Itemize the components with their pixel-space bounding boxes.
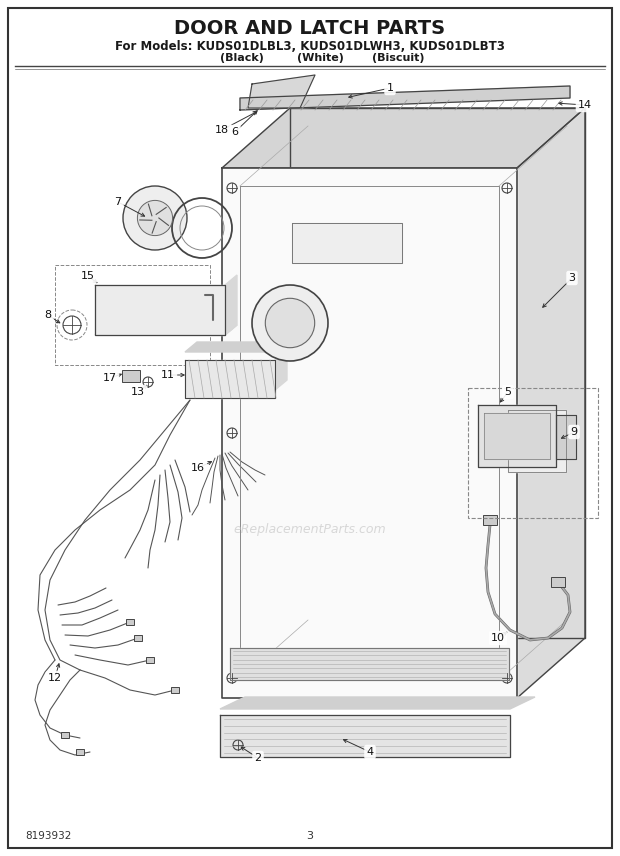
Text: 8193932: 8193932 [25,831,71,841]
Circle shape [138,200,172,235]
Circle shape [123,186,187,250]
Polygon shape [185,342,287,352]
Polygon shape [95,325,237,335]
Polygon shape [240,86,570,110]
Bar [55,265,210,365]
Text: 1: 1 [386,83,394,93]
Text: 18: 18 [215,125,229,135]
Polygon shape [95,285,225,335]
Polygon shape [222,168,517,698]
Text: (Black): (Black) [220,53,264,63]
Text: 6: 6 [231,127,239,137]
Text: For Models: KUDS01DLBL3, KUDS01DLWH3, KUDS01DLBT3: For Models: KUDS01DLBL3, KUDS01DLWH3, KU… [115,39,505,52]
Polygon shape [225,275,237,335]
Text: 3: 3 [569,273,575,283]
Circle shape [252,285,328,361]
Text: eReplacementParts.com: eReplacementParts.com [234,524,386,537]
Polygon shape [248,75,315,108]
Circle shape [265,298,315,348]
Text: 10: 10 [491,633,505,643]
Polygon shape [517,108,585,698]
Text: 3: 3 [306,831,314,841]
Text: (Biscuit): (Biscuit) [372,53,424,63]
Polygon shape [290,108,585,638]
Bar [76,749,84,755]
Text: 14: 14 [578,100,592,110]
Text: 4: 4 [366,747,374,757]
Text: 7: 7 [115,197,122,207]
Polygon shape [222,108,585,168]
Bar [126,619,134,625]
Polygon shape [185,360,275,398]
Text: (White): (White) [296,53,343,63]
Bar [61,732,69,738]
Text: DOOR AND LATCH PARTS: DOOR AND LATCH PARTS [174,19,446,38]
Polygon shape [508,410,566,472]
Polygon shape [275,350,287,390]
Text: 11: 11 [161,370,175,380]
Bar [134,635,142,641]
Bar [468,388,598,518]
Polygon shape [478,405,556,467]
Text: 12: 12 [48,673,62,683]
Text: 17: 17 [103,373,117,383]
Text: 15: 15 [81,271,95,281]
Polygon shape [484,413,550,459]
Text: 13: 13 [131,387,145,397]
Polygon shape [556,415,576,459]
Text: 2: 2 [254,753,262,763]
Bar [551,577,565,587]
Bar [122,370,140,382]
Polygon shape [292,223,402,263]
Text: 16: 16 [191,463,205,473]
Text: 8: 8 [45,310,51,320]
Bar [146,657,154,663]
Polygon shape [220,715,510,757]
Bar [171,687,179,693]
Polygon shape [220,697,535,709]
Bar [483,515,497,525]
Text: 5: 5 [505,387,511,397]
Polygon shape [230,648,509,680]
Text: 9: 9 [570,427,578,437]
